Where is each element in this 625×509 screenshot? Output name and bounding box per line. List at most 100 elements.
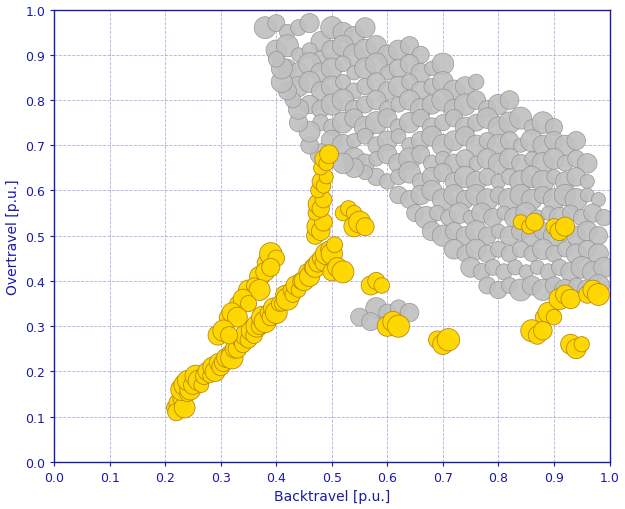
Point [304, 101, 314, 109]
Point [404, 196, 414, 204]
Point [560, 178, 570, 186]
Point [371, 155, 381, 163]
Point [313, 259, 323, 267]
Point [294, 119, 304, 127]
Point [527, 327, 537, 335]
Point [599, 214, 609, 222]
Point [460, 124, 470, 132]
Point [543, 309, 553, 317]
Point [269, 304, 279, 313]
Point [232, 314, 242, 322]
Point [338, 29, 348, 37]
Point [349, 106, 359, 114]
Point [282, 295, 292, 303]
Point [313, 223, 323, 231]
Point [427, 174, 437, 182]
Point [538, 246, 548, 254]
Point [260, 268, 270, 276]
Point [394, 47, 404, 55]
Point [394, 323, 404, 331]
Point [582, 228, 592, 236]
Point [554, 295, 564, 303]
Point [316, 151, 326, 159]
Point [538, 178, 548, 186]
Point [238, 295, 248, 303]
Point [427, 65, 437, 73]
Point [344, 205, 354, 213]
Point [277, 300, 287, 308]
Point [310, 264, 320, 272]
Point [232, 300, 242, 308]
Point [504, 282, 514, 290]
Point [302, 268, 312, 276]
Point [532, 331, 542, 340]
Point [588, 210, 598, 218]
Point [371, 43, 381, 51]
Point [482, 115, 492, 123]
Point [482, 137, 492, 146]
Point [266, 264, 276, 272]
Point [471, 246, 481, 254]
Point [274, 300, 284, 308]
Point [599, 264, 609, 272]
Point [404, 155, 414, 163]
Point [177, 394, 187, 403]
Point [571, 232, 581, 240]
Point [444, 336, 454, 344]
Point [438, 196, 448, 204]
Point [532, 264, 542, 272]
Point [338, 119, 348, 127]
Point [224, 331, 234, 340]
Point [482, 282, 492, 290]
Point [258, 314, 268, 322]
Point [349, 164, 359, 173]
Point [427, 160, 437, 168]
Point [571, 137, 581, 146]
Point [366, 282, 376, 290]
Point [404, 142, 414, 150]
Point [582, 246, 592, 254]
Point [210, 367, 220, 376]
Point [308, 264, 318, 272]
Point [444, 214, 454, 222]
Point [221, 354, 231, 362]
Point [327, 124, 337, 132]
Point [527, 124, 537, 132]
Point [549, 196, 559, 204]
Point [527, 232, 537, 240]
Point [493, 191, 503, 200]
Point [327, 137, 337, 146]
Point [338, 61, 348, 69]
Point [493, 246, 503, 254]
Point [382, 151, 392, 159]
Point [438, 169, 448, 177]
Point [299, 277, 309, 286]
Point [319, 219, 329, 227]
Point [488, 214, 498, 222]
Point [304, 273, 314, 281]
Point [282, 29, 292, 37]
Point [260, 259, 270, 267]
Point [394, 65, 404, 73]
Point [291, 282, 301, 290]
Point [560, 191, 570, 200]
Point [360, 133, 370, 141]
Point [371, 79, 381, 87]
Point [213, 358, 223, 366]
Point [493, 160, 503, 168]
Point [477, 268, 487, 276]
Point [516, 246, 526, 254]
Point [304, 128, 314, 136]
Point [246, 327, 256, 335]
Point [382, 178, 392, 186]
Point [394, 174, 404, 182]
Point [566, 341, 576, 349]
Point [538, 228, 548, 236]
Point [249, 331, 259, 340]
Point [571, 196, 581, 204]
Point [554, 228, 564, 236]
Point [549, 314, 559, 322]
Point [316, 228, 326, 236]
Point [516, 142, 526, 150]
Point [566, 295, 576, 303]
